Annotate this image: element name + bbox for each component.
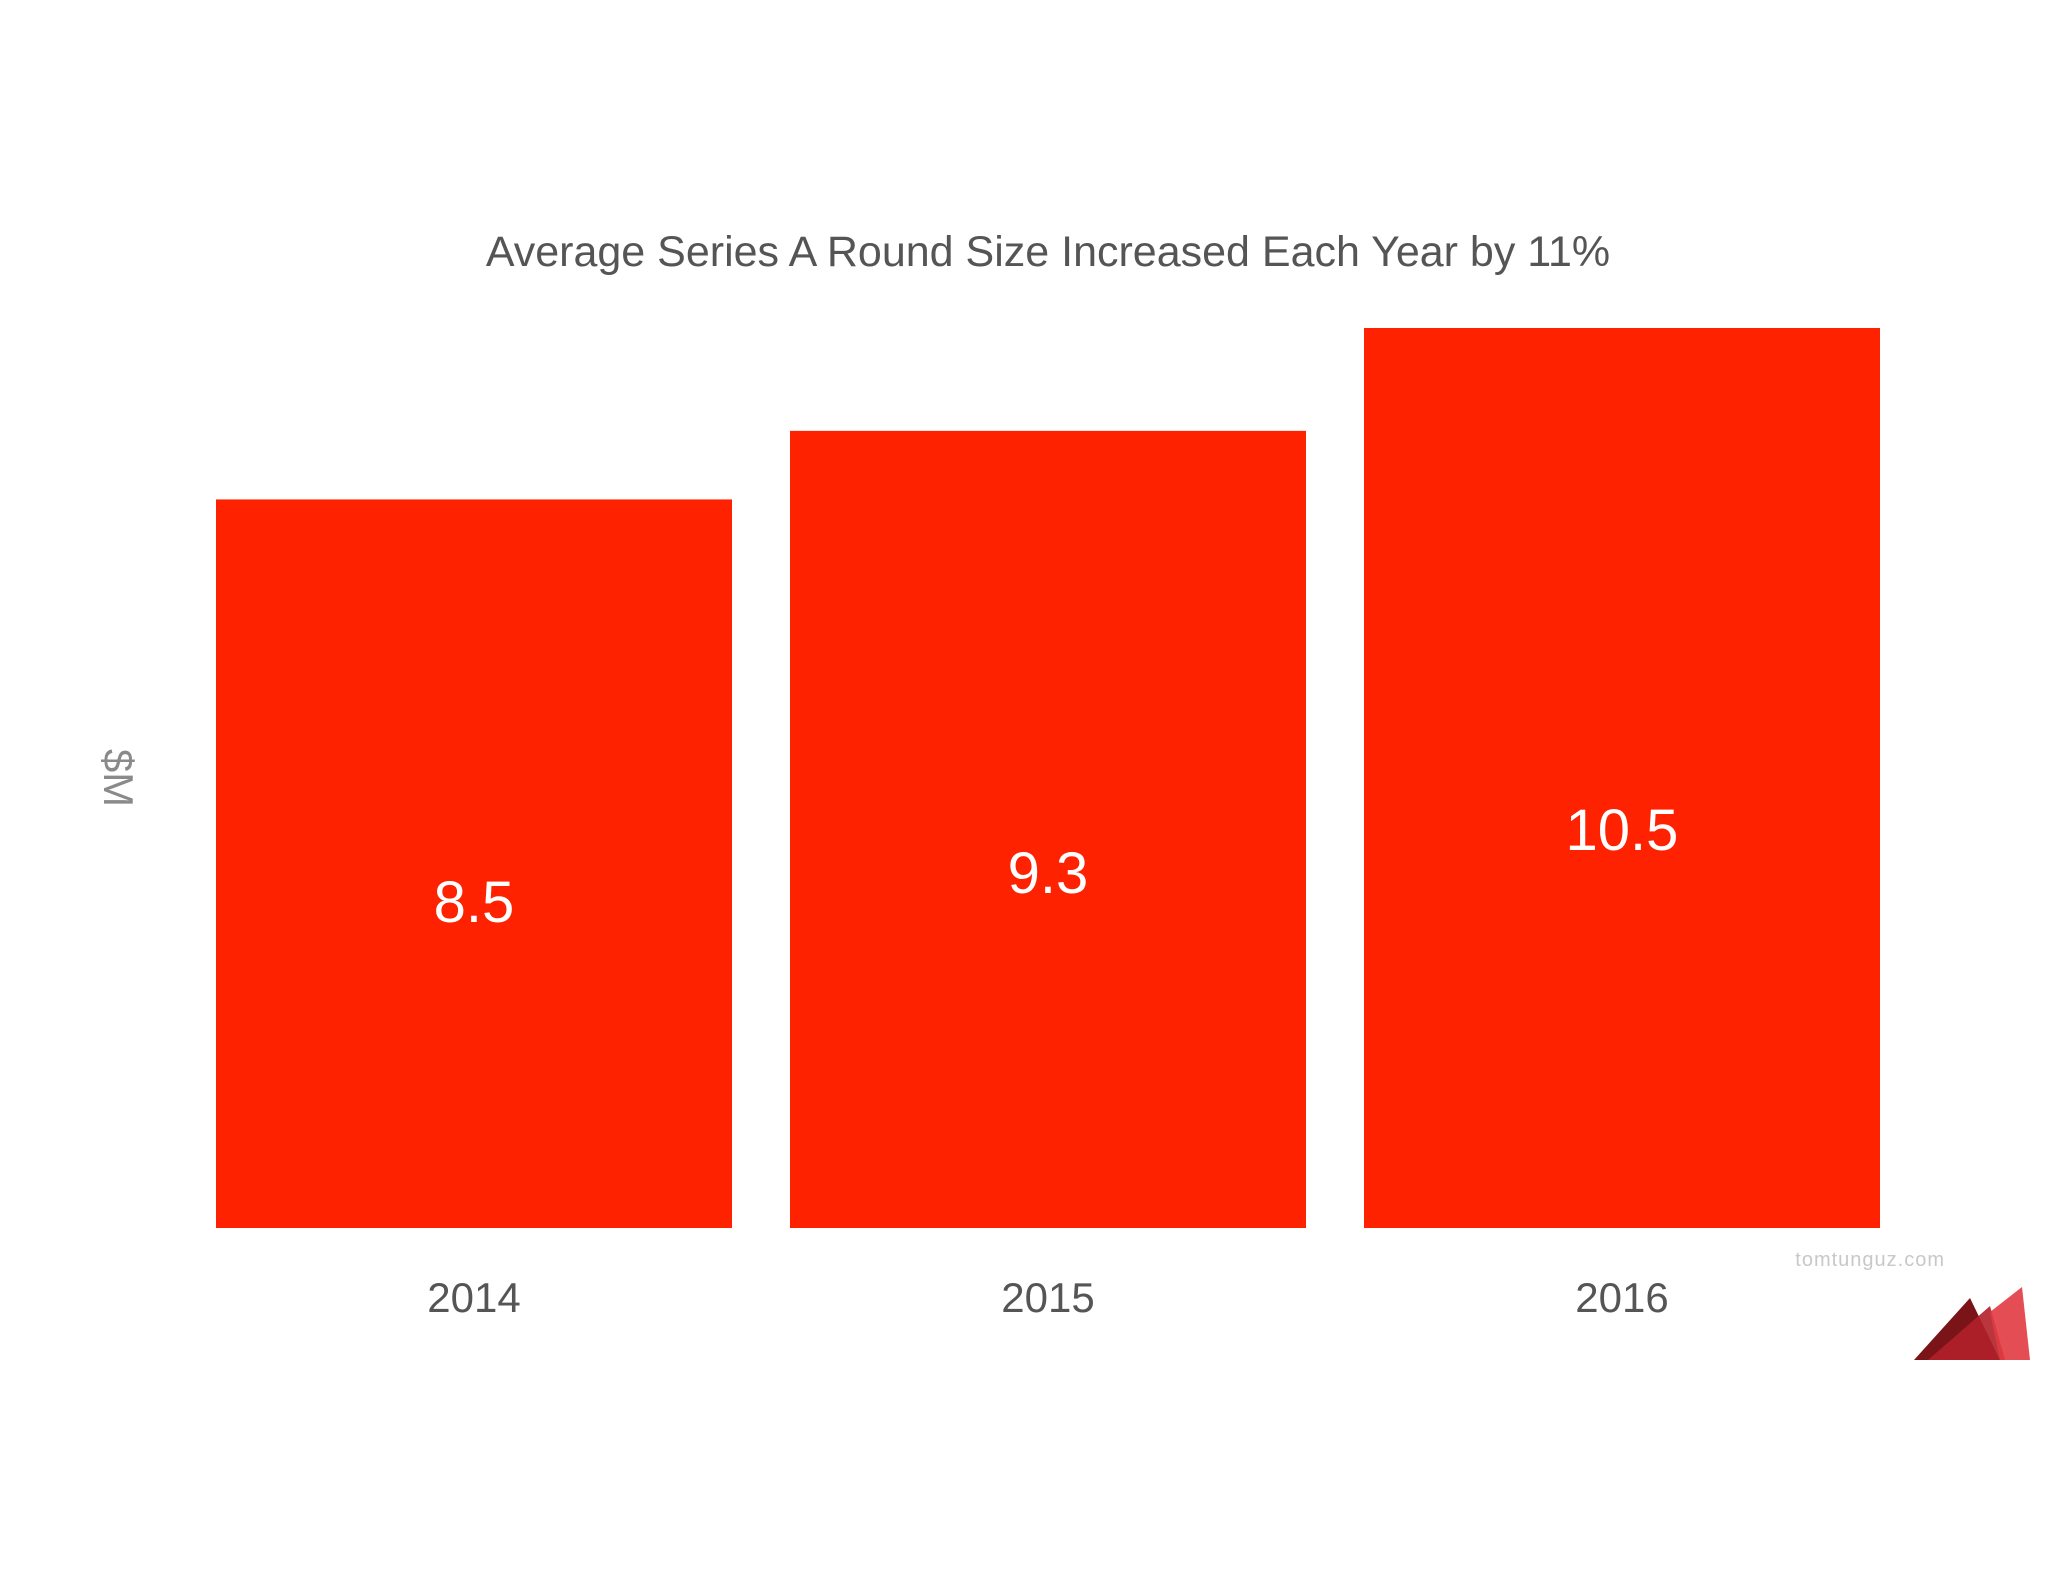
mountain-logo-icon xyxy=(1914,1287,2030,1360)
bar-2016 xyxy=(1364,328,1880,1228)
x-tick-label-2014: 2014 xyxy=(427,1274,520,1321)
logo-peak-mid xyxy=(1928,1306,2005,1360)
watermark-text: tomtunguz.com xyxy=(1795,1249,1945,1271)
y-axis-label: $M xyxy=(95,749,142,807)
value-label-2016: 10.5 xyxy=(1566,798,1679,863)
x-tick-label-2016: 2016 xyxy=(1575,1274,1668,1321)
bars-layer xyxy=(216,328,1880,1228)
x-tick-labels-layer: 2014 2015 2016 xyxy=(427,1274,1668,1321)
bar-2014 xyxy=(216,499,732,1228)
bar-2015 xyxy=(790,430,1306,1228)
chart-title: Average Series A Round Size Increased Ea… xyxy=(486,228,1610,276)
value-labels-layer: 8.5 9.3 10.5 xyxy=(434,798,1679,935)
value-label-2014: 8.5 xyxy=(434,870,515,935)
x-tick-label-2015: 2015 xyxy=(1001,1274,1094,1321)
logo-peak-light xyxy=(1990,1287,2030,1360)
value-label-2015: 9.3 xyxy=(1008,841,1089,906)
